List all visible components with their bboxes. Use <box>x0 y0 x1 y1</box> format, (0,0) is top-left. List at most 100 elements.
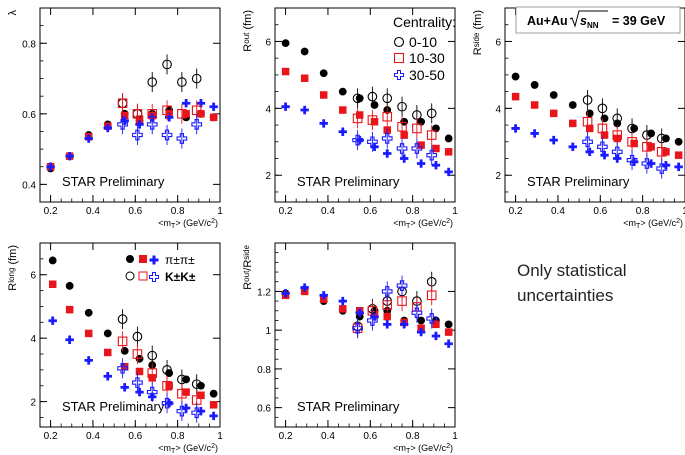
rlong-pion-0-10-point <box>84 308 93 317</box>
ratio-xtick-label: 0.4 <box>321 431 335 442</box>
rout-pion-10-30-point <box>339 106 347 114</box>
rout-pion-30-50-point <box>355 135 364 145</box>
rlong-kaon-30-50-point <box>132 377 143 388</box>
rside-pion-10-30-point <box>569 119 577 128</box>
rside-kaon-10-30-point <box>642 142 652 152</box>
rout-pion-30-50-point <box>444 167 453 177</box>
ratio-pion-30-50-point <box>383 320 392 329</box>
lambda-kaon-30-50-point <box>117 119 128 130</box>
ratio-pion-30-50-point <box>416 327 426 337</box>
rout-pion-0-10-point <box>319 69 328 78</box>
rout-pion-10-30-point <box>444 148 453 156</box>
rside-pion-10-30-point <box>630 139 638 148</box>
rlong-pion-30-50-point <box>209 411 218 421</box>
rout-pion-0-10-point <box>444 134 453 143</box>
lambda-kaon-30-50-point <box>176 133 188 144</box>
rside-pion-30-50-point <box>646 159 656 168</box>
rside-pion-10-30-point <box>600 131 609 139</box>
rlong-preliminary-label: STAR Preliminary <box>62 399 165 414</box>
rout-kaon-0-10-point <box>397 101 407 112</box>
lambda-kaon-0-10-point <box>191 73 202 84</box>
rlong-kaon-30-50-point <box>161 397 173 409</box>
ratio-pion-10-30-point <box>339 305 347 313</box>
rout-kaon-30-50-point <box>426 149 438 161</box>
centrality-legend: Centrality: 0-10 10-30 30-50 <box>393 14 456 83</box>
rlong-pion-30-50-point <box>48 316 57 325</box>
rside-pion-30-50-point <box>600 150 609 160</box>
ratio-pion-30-50-point <box>319 291 328 300</box>
ratio-pion-30-50-point <box>281 289 290 298</box>
lambda-kaon-30-50-point <box>132 129 143 141</box>
rlong-kaon-0-10-point <box>147 350 158 361</box>
rout-preliminary-label: STAR Preliminary <box>297 174 400 189</box>
legend-label-30-50: 30-50 <box>409 67 445 83</box>
rout-xtick-label: 1 <box>452 206 458 217</box>
rlong-pion-30-50-point <box>135 387 144 397</box>
lambda-kaon-30-50-point <box>146 119 158 130</box>
ratio-pion-30-50-point <box>399 320 409 329</box>
ratio-xtick-label: 0.8 <box>406 431 420 442</box>
rlong-pion-30-50-point <box>181 403 191 413</box>
rlong-frame <box>39 242 221 428</box>
ratio-ytick-label: 0.8 <box>257 365 271 376</box>
rlong-kaon-10-30-point <box>162 380 172 391</box>
centrality-legend-title: Centrality: <box>393 14 456 30</box>
plot-rout: 0.2 0.4 0.6 0.8 1 2 4 6 Rout (fm) <mT> (GeV/c2) ST… <box>242 7 458 230</box>
rlong-kaon-10-30-point <box>132 349 143 359</box>
rlong-xtick-label: 0.8 <box>171 431 185 442</box>
rlong-pion-10-30-point <box>135 367 144 376</box>
rout-pion-10-30-point <box>417 141 425 149</box>
rout-pion-30-50-point <box>399 154 409 163</box>
rside-pion-30-50-point <box>585 147 594 157</box>
rside-xlabel: <mT> (GeV/c2) <box>623 218 683 230</box>
legend-label-0-10: 0-10 <box>409 34 437 50</box>
lambda-pion-30-50-point <box>135 120 144 129</box>
lambda-xtick-label: 0.8 <box>171 206 185 217</box>
ratio-pion-0-10-point <box>444 320 453 329</box>
lambda-xtick-label: 1 <box>217 206 223 217</box>
rout-kaon-10-30-point <box>367 115 378 125</box>
lambda-xtick-label: 0.4 <box>86 206 100 217</box>
ratio-pion-0-10-point <box>417 316 426 325</box>
rlong-pion-10-30-point <box>84 329 93 338</box>
ratio-xtick-label: 1 <box>452 431 458 442</box>
rout-pion-0-10-point <box>300 47 309 56</box>
legend-pion-30-50-marker <box>149 255 159 265</box>
rside-kaon-0-10-point <box>582 95 593 105</box>
rlong-kaon-10-30-point <box>177 388 187 399</box>
rside-pion-0-10-point <box>600 114 609 123</box>
legend-pion-10-30-marker <box>139 255 147 263</box>
rlong-pion-10-30-point <box>209 401 218 409</box>
rside-pion-30-50-point <box>511 124 520 133</box>
lambda-ytick-label: 0.4 <box>22 180 36 191</box>
collision-energy: = 39 GeV <box>612 14 666 28</box>
rout-pion-10-30-point <box>319 91 328 99</box>
rside-ytick-label: 4 <box>495 104 501 115</box>
lambda-pion-10-30-point <box>135 115 144 123</box>
rlong-pion-10-30-point <box>65 305 74 314</box>
rside-pion-10-30-point <box>511 92 520 101</box>
ratio-pion-10-30-point <box>383 312 391 321</box>
legend-label-10-30: 10-30 <box>409 50 445 66</box>
rlong-pion-30-50-point <box>164 399 174 408</box>
rout-pion-0-10-point <box>400 117 409 126</box>
rout-pion-10-30-point <box>400 131 408 139</box>
rlong-xtick-label: 0.4 <box>86 431 100 442</box>
rout-pion-10-30-point <box>370 117 379 126</box>
ratio-ytick-label: 1 <box>265 326 271 337</box>
rlong-pion-0-10-point <box>103 329 112 338</box>
ratio-kaon-30-50-point <box>396 280 408 291</box>
lambda-kaon-0-10-point <box>147 77 158 87</box>
rout-pion-30-50-point <box>319 119 328 128</box>
rout-pion-30-50-point <box>281 102 290 111</box>
rlong-kaon-30-50-point <box>191 407 203 419</box>
rlong-pion-0-10-point <box>209 389 218 398</box>
rout-kaon-0-10-point <box>352 93 363 104</box>
rside-pion-0-10-point <box>511 72 520 81</box>
rside-kaon-30-50-point <box>597 141 608 153</box>
lambda-xlabel: <mT> (GeV/c2) <box>158 218 218 230</box>
rout-pion-30-50-point <box>338 127 347 136</box>
ratio-kaon-30-50-point <box>411 307 423 319</box>
rside-kaon-0-10-point <box>597 103 608 114</box>
